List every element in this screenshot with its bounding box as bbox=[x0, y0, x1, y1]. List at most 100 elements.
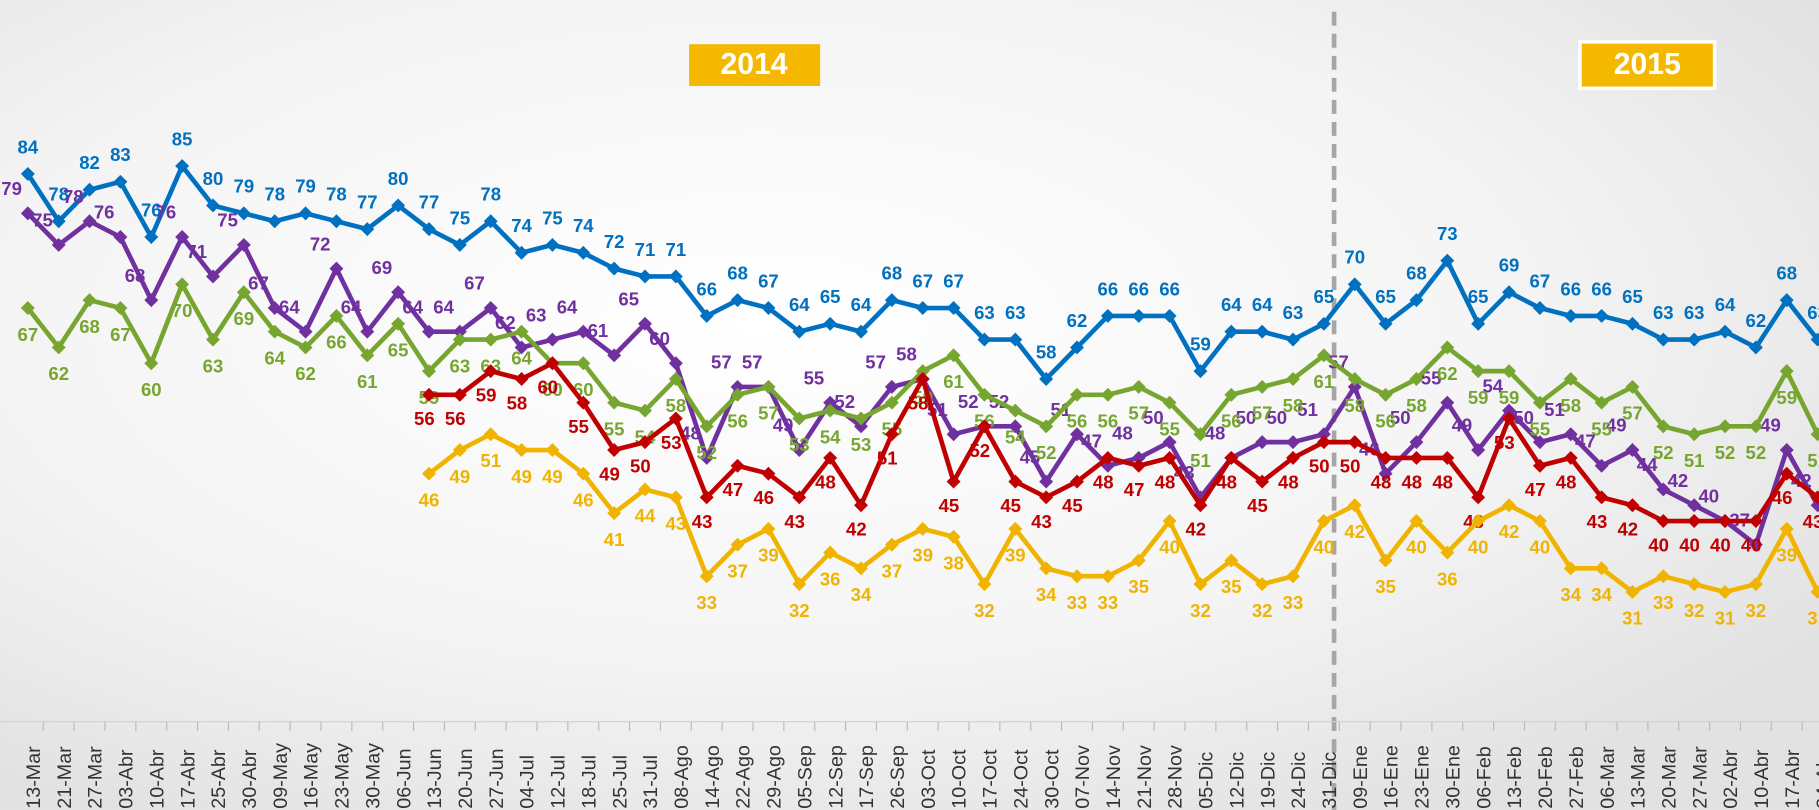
data-label: 67 bbox=[758, 270, 779, 291]
data-label: 60 bbox=[542, 379, 563, 400]
data-label: 65 bbox=[820, 286, 841, 307]
data-label: 50 bbox=[1390, 407, 1411, 428]
marker bbox=[668, 372, 683, 386]
data-label: 78 bbox=[63, 186, 84, 207]
marker bbox=[1224, 324, 1239, 339]
data-label: 51 bbox=[1684, 450, 1705, 471]
marker bbox=[175, 230, 190, 244]
data-label: 53 bbox=[661, 432, 682, 453]
data-label: 66 bbox=[1159, 278, 1180, 299]
data-label: 48 bbox=[1112, 423, 1133, 444]
marker bbox=[545, 332, 560, 347]
marker bbox=[1224, 553, 1239, 568]
data-label: 56 bbox=[1221, 411, 1242, 432]
data-label: 77 bbox=[357, 192, 378, 213]
data-label: 67 bbox=[943, 270, 964, 291]
marker bbox=[854, 324, 868, 339]
x-tick-label: 21-Mar bbox=[54, 746, 76, 809]
data-label: 40 bbox=[1468, 537, 1489, 558]
data-label: 40 bbox=[1648, 534, 1669, 555]
data-label: 37 bbox=[882, 560, 903, 581]
data-label: 34 bbox=[1560, 584, 1581, 605]
data-label: 67 bbox=[1530, 270, 1551, 291]
marker bbox=[1440, 545, 1455, 560]
x-tick-label: 13-Jun bbox=[424, 748, 446, 808]
marker bbox=[1286, 332, 1300, 347]
x-tick-label: 20-Jun bbox=[455, 748, 477, 808]
marker bbox=[1748, 340, 1763, 355]
data-label: 37 bbox=[727, 560, 748, 581]
data-label: 62 bbox=[495, 312, 516, 333]
data-label: 68 bbox=[125, 265, 146, 286]
marker bbox=[1502, 285, 1516, 300]
marker bbox=[452, 387, 467, 402]
data-label: 53 bbox=[1494, 432, 1515, 453]
data-label: 58 bbox=[1344, 395, 1365, 416]
marker bbox=[1008, 332, 1023, 347]
x-tick-label: 17-Abr bbox=[1782, 749, 1804, 809]
data-label: 43 bbox=[1587, 511, 1608, 532]
marker bbox=[823, 316, 838, 331]
data-label: 52 bbox=[1746, 442, 1767, 463]
data-label: 51 bbox=[1544, 399, 1565, 420]
data-label: 69 bbox=[372, 257, 393, 278]
marker bbox=[1779, 443, 1794, 457]
data-label: 61 bbox=[588, 320, 609, 341]
data-label: 57 bbox=[742, 352, 763, 373]
marker bbox=[1594, 561, 1609, 576]
x-tick-label: 03-Oct bbox=[918, 749, 940, 809]
marker bbox=[884, 537, 899, 552]
data-label: 55 bbox=[1530, 418, 1551, 439]
data-label: 69 bbox=[234, 308, 255, 329]
marker bbox=[20, 301, 35, 315]
marker bbox=[1008, 474, 1023, 489]
marker bbox=[1810, 332, 1819, 347]
x-tick-label: 05-Dic bbox=[1196, 752, 1218, 809]
x-tick-label: 04-Jul bbox=[517, 755, 539, 809]
data-label: 49 bbox=[773, 415, 794, 436]
data-label: 47 bbox=[1575, 430, 1596, 451]
marker bbox=[1656, 419, 1671, 434]
marker bbox=[1193, 498, 1208, 513]
marker bbox=[1039, 561, 1054, 576]
data-label: 56 bbox=[1375, 411, 1396, 432]
x-tick-label: 23-Ene bbox=[1412, 745, 1434, 809]
data-label: 64 bbox=[264, 347, 285, 368]
data-label: 43 bbox=[1174, 462, 1195, 483]
data-label: 52 bbox=[969, 440, 990, 461]
data-label: 45 bbox=[1020, 446, 1041, 467]
x-tick-label: 31-Dic bbox=[1319, 752, 1341, 809]
data-label: 75 bbox=[32, 210, 53, 231]
data-label: 36 bbox=[1437, 568, 1458, 589]
x-tick-label: 27-Feb bbox=[1566, 746, 1588, 809]
data-label: 68 bbox=[1406, 263, 1427, 284]
data-label: 52 bbox=[834, 391, 855, 412]
data-label: 51 bbox=[1807, 450, 1819, 471]
marker bbox=[1625, 379, 1640, 394]
data-label: 34 bbox=[1036, 584, 1057, 605]
data-label: 33 bbox=[1098, 592, 1119, 613]
x-tick-label: 17-Sep bbox=[856, 745, 878, 809]
marker bbox=[1779, 466, 1794, 481]
data-label: 55 bbox=[568, 416, 589, 437]
marker bbox=[422, 222, 436, 237]
data-label: 78 bbox=[480, 184, 501, 205]
data-label: 64 bbox=[341, 296, 362, 317]
data-label: 58 bbox=[507, 392, 528, 413]
x-tick-label: 06-Feb bbox=[1473, 746, 1495, 809]
x-tick-label: 24-Dic bbox=[1288, 752, 1310, 809]
data-label: 51 bbox=[877, 448, 898, 469]
marker bbox=[113, 230, 128, 244]
data-label: 50 bbox=[1513, 407, 1534, 428]
marker bbox=[206, 332, 220, 347]
marker bbox=[1779, 521, 1794, 536]
data-label: 43 bbox=[784, 511, 805, 532]
data-label: 43 bbox=[666, 513, 687, 534]
marker bbox=[514, 443, 529, 457]
data-label: 48 bbox=[1205, 423, 1226, 444]
data-label: 49 bbox=[1760, 415, 1781, 436]
data-label: 57 bbox=[1128, 403, 1149, 424]
data-label: 56 bbox=[1098, 411, 1119, 432]
marker bbox=[1656, 569, 1671, 584]
marker bbox=[298, 340, 313, 355]
